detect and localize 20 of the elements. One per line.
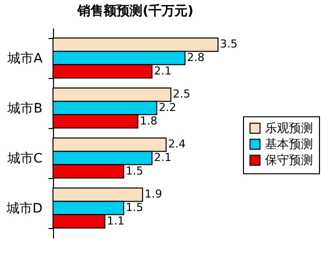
y-tick-label: 城市D	[5, 202, 42, 216]
y-tick-label: 城市C	[6, 152, 42, 166]
data-label: 2.4	[168, 138, 186, 151]
legend-label: 乐观预测	[265, 121, 313, 136]
legend-label: 保守预测	[265, 153, 313, 168]
data-label: 1.5	[126, 164, 144, 178]
y-tick-label: 城市B	[6, 102, 42, 116]
data-label: 1.9	[144, 188, 162, 201]
legend-label: 基本预测	[265, 137, 313, 152]
chart-title: 销售额预测(千万元)	[76, 3, 194, 19]
data-label: 3.5	[220, 38, 238, 51]
data-label: 2.2	[158, 101, 176, 114]
data-label: 2.8	[187, 51, 204, 64]
y-tick-label: 城市A	[6, 52, 43, 66]
data-label: 2.5	[172, 88, 190, 101]
data-label: 1.8	[140, 114, 158, 128]
data-label: 2.1	[154, 151, 172, 164]
data-label: 2.1	[154, 64, 172, 78]
data-label: 1.1	[106, 214, 124, 228]
data-label: 1.5	[126, 201, 144, 214]
